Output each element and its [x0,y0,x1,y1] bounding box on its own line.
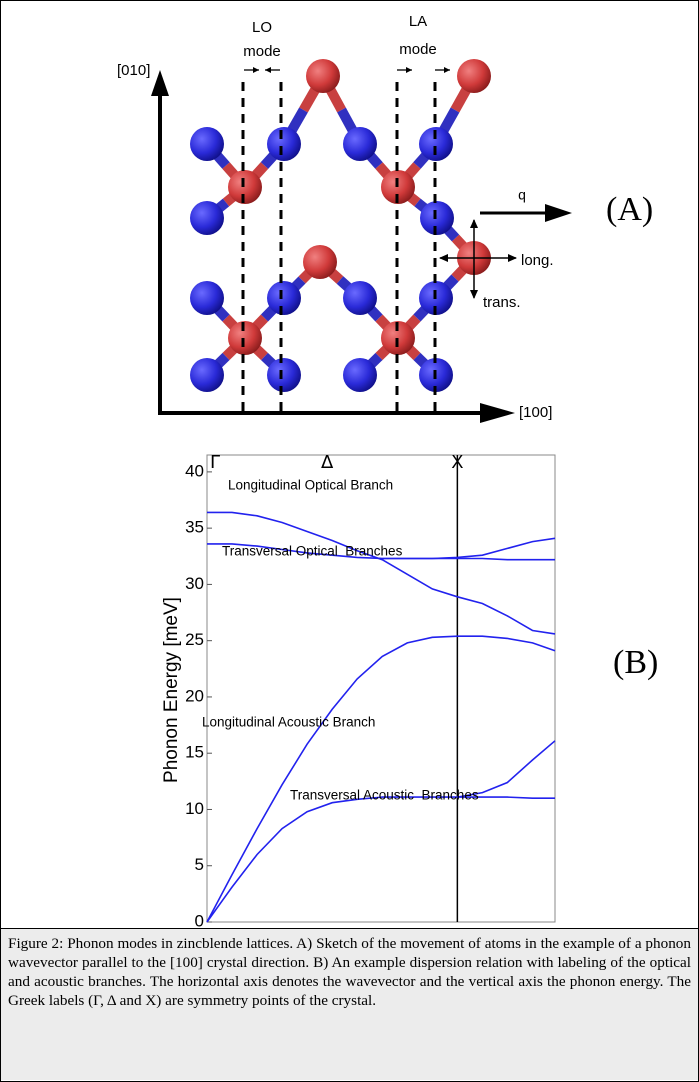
page: LO mode LA mode [010] [100] q (A) long. … [0,0,699,1082]
y-tick-label: 20 [185,686,204,705]
branch-line [207,512,555,634]
atom-red [228,321,262,355]
long-label: long. [521,252,554,269]
axis-label: [100] [519,404,552,421]
arrow-head [480,403,515,423]
atom-blue [343,281,377,315]
trans-label: trans. [483,294,521,311]
panel-label: (B) [613,644,658,681]
atom-blue [343,358,377,392]
q-label: q [518,187,526,203]
branch-line [207,636,555,922]
axis-label: [010] [117,62,150,79]
y-axis-label: Phonon Energy [meV] [161,597,182,783]
y-tick-label: 0 [195,911,204,928]
panel-label: (A) [606,191,653,228]
branch-line [207,797,555,922]
y-tick-label: 25 [185,630,204,649]
branch-line [382,559,555,560]
atom-blue [267,281,301,315]
lattice [190,59,491,412]
branch-label: Transversal Optical Branches [222,544,403,559]
mode-label: mode [399,41,437,58]
atom-red [228,170,262,204]
x-tick-label: Δ [321,452,334,473]
atom-blue [267,127,301,161]
branch-label: Longitudinal Acoustic Branch [202,715,375,730]
atom-blue [420,201,454,235]
mode-label: mode [243,43,281,60]
atom-red [303,245,337,279]
atom-blue [190,358,224,392]
figure: LO mode LA mode [010] [100] q (A) long. … [0,0,699,928]
y-tick-label: 30 [185,574,204,593]
y-tick-label: 40 [185,461,204,480]
y-tick-label: 15 [185,743,204,762]
mode-label: LO [252,19,272,36]
branch-label: Longitudinal Optical Branch [228,478,393,493]
atom-red [306,59,340,93]
branch-label: Transversal Acoustic Branches [290,788,479,803]
atom-blue [190,281,224,315]
arrow-head [151,70,169,96]
y-tick-label: 10 [185,799,204,818]
y-tick-label: 5 [195,855,204,874]
atom-blue [267,358,301,392]
y-tick-label: 35 [185,518,204,537]
atom-blue [190,127,224,161]
atom-red [457,59,491,93]
atom-blue [343,127,377,161]
mode-label: LA [409,13,427,30]
x-tick-label: Γ [210,452,220,473]
caption: Figure 2: Phonon modes in zincblende lat… [1,928,698,1080]
atom-blue [190,201,224,235]
arrow-head [545,204,572,222]
